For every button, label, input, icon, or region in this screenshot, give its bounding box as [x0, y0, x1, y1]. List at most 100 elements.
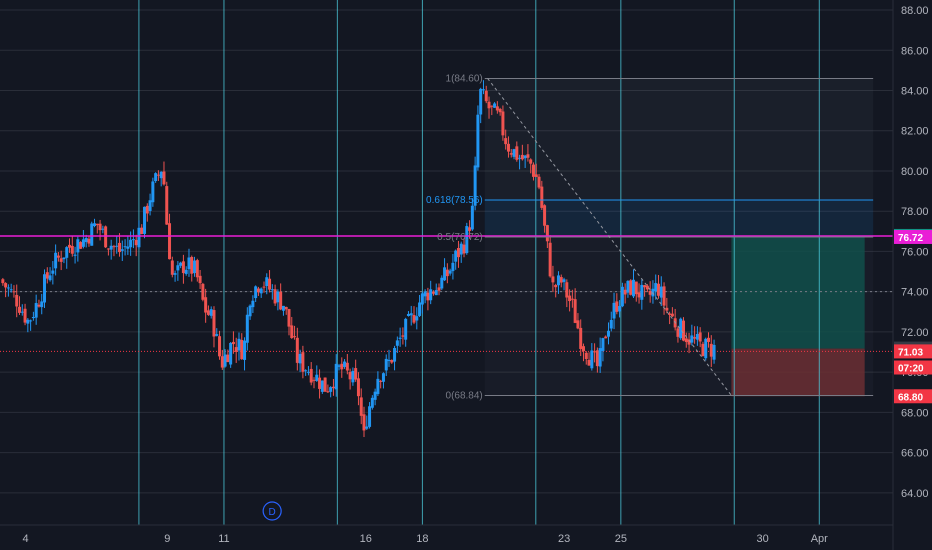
- candle-body: [15, 294, 19, 307]
- candle-body: [37, 304, 41, 307]
- candle-body: [281, 305, 285, 311]
- candle-body: [640, 284, 644, 300]
- candle-body: [523, 155, 527, 159]
- candle-body: [501, 111, 505, 136]
- time-axis-tick-label: 23: [558, 533, 570, 545]
- candle-body: [498, 108, 502, 113]
- candle-body: [212, 310, 216, 337]
- candle-body: [631, 279, 635, 297]
- candle-body: [587, 359, 591, 366]
- candle-body: [154, 173, 158, 182]
- candle-body: [693, 337, 697, 339]
- candle-body: [573, 299, 577, 323]
- trend-line[interactable]: [487, 78, 732, 396]
- candle-body: [70, 245, 74, 254]
- candle-body: [331, 386, 335, 389]
- candle-body: [415, 316, 419, 321]
- candle-body: [156, 174, 160, 176]
- candle-body: [12, 291, 16, 293]
- fib-zone-upper: [484, 78, 874, 200]
- candle-body: [279, 291, 283, 310]
- candle-body: [87, 238, 91, 244]
- candle-body: [665, 307, 669, 311]
- candle-body: [459, 243, 463, 255]
- candle-body: [373, 391, 377, 400]
- candle-body: [654, 283, 658, 292]
- fib-zone-lower: [484, 236, 874, 396]
- candle-body: [312, 379, 316, 381]
- candle-body: [218, 336, 222, 357]
- candle-body: [395, 340, 399, 346]
- candle-body: [637, 292, 641, 298]
- candle-body: [137, 227, 141, 248]
- candle-body: [379, 380, 383, 382]
- candle-body: [606, 330, 610, 337]
- candle-body: [81, 239, 85, 247]
- price-axis-tick-label: 86.00: [901, 45, 929, 57]
- candle-body: [454, 250, 458, 262]
- price-axis-tick-label: 68.00: [901, 407, 929, 419]
- interval-marker-circle[interactable]: [262, 501, 282, 521]
- candle-body: [598, 348, 602, 367]
- candle-body: [556, 275, 560, 286]
- candle-body: [543, 205, 547, 226]
- candle-body: [190, 256, 194, 274]
- candle-body: [79, 242, 83, 249]
- candle-body: [201, 283, 205, 300]
- candle-body: [265, 277, 269, 287]
- candle-body: [20, 311, 24, 313]
- candle-body: [648, 290, 652, 295]
- candle-body: [565, 282, 569, 298]
- candle-body: [95, 223, 99, 226]
- fib-level-label: 0.5(76.72): [437, 232, 483, 243]
- candle-body: [576, 320, 580, 329]
- fib-zone-middle: [484, 199, 874, 237]
- candle-body: [698, 332, 702, 342]
- candle-body: [609, 319, 613, 329]
- candle-body: [326, 391, 330, 393]
- candle-body: [465, 226, 469, 254]
- candle-body: [423, 291, 427, 297]
- candle-body: [437, 287, 441, 291]
- candle-body: [354, 368, 358, 380]
- candle-body: [473, 165, 477, 206]
- candle-body: [193, 260, 197, 274]
- candle-body: [701, 343, 705, 356]
- candle-body: [195, 260, 199, 278]
- candle-body: [615, 301, 619, 312]
- price-badge-label: 07:20: [898, 364, 924, 375]
- candle-body: [120, 249, 124, 251]
- candle-body: [348, 372, 352, 380]
- candle-body: [112, 246, 116, 248]
- price-badge: [894, 229, 932, 244]
- candle-body: [584, 352, 588, 359]
- candle-body: [684, 338, 688, 343]
- stop-zone[interactable]: [731, 348, 865, 397]
- candle-body: [351, 370, 355, 383]
- candle-body: [23, 308, 27, 323]
- candle-body: [384, 358, 388, 371]
- candle-body: [295, 337, 299, 363]
- candle-body: [398, 337, 402, 339]
- candle-body: [406, 313, 410, 316]
- interval-marker-label: D: [269, 507, 276, 518]
- candle-body: [43, 274, 47, 303]
- candle-body: [204, 297, 208, 313]
- candle-body: [262, 286, 266, 288]
- candle-body: [704, 338, 708, 359]
- candle-body: [220, 356, 224, 368]
- candle-body: [320, 380, 324, 392]
- candle-body: [434, 290, 438, 296]
- target-zone[interactable]: [731, 235, 865, 349]
- candle-body: [548, 242, 552, 277]
- candle-body: [104, 226, 108, 248]
- candle-body: [526, 154, 530, 158]
- candle-body: [229, 342, 233, 365]
- time-axis-area: [0, 525, 893, 550]
- candle-body: [106, 248, 110, 250]
- candle-body: [54, 252, 58, 269]
- candle-body: [620, 286, 624, 307]
- candle-body: [59, 258, 63, 262]
